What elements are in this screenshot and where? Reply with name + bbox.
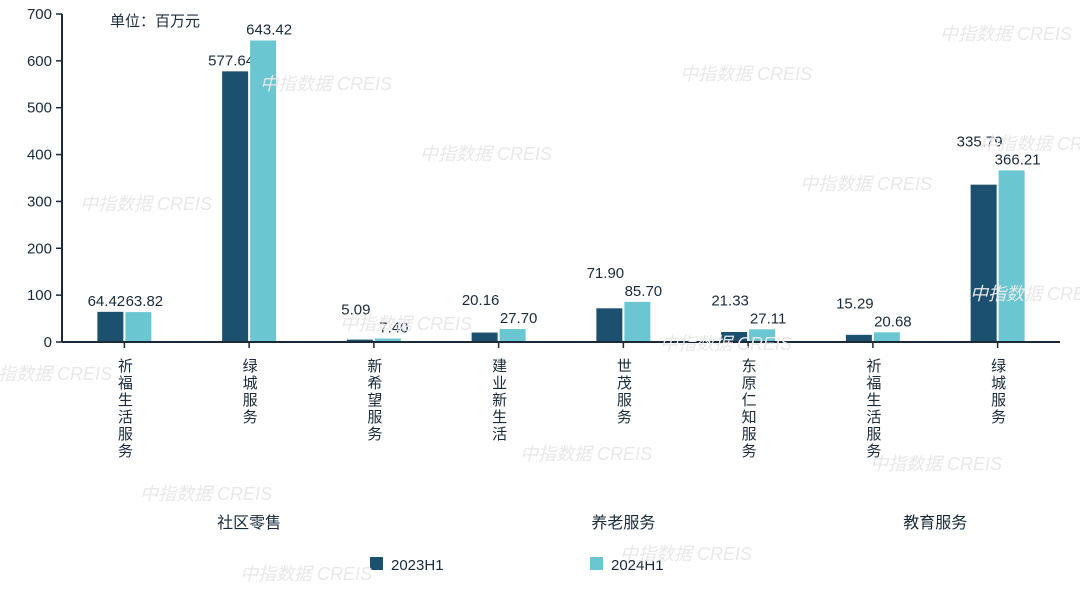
value-label: 21.33 [711,292,749,309]
category-label: 祈福生活服务 [864,358,881,460]
bar [97,312,123,342]
category-label: 祈福生活服务 [116,358,133,460]
group-label: 社区零售 [217,514,281,532]
legend-label: 2024H1 [611,557,664,574]
bar [500,329,526,342]
bar [472,333,498,342]
value-label: 63.82 [126,293,164,310]
bar [125,312,151,342]
bar [749,329,775,342]
bar [874,332,900,342]
bar [624,302,650,342]
bar [721,332,747,342]
y-tick-label: 0 [44,334,52,351]
value-label: 577.64 [208,52,254,69]
value-label: 5.09 [341,302,370,319]
value-label: 643.42 [246,22,292,39]
value-label: 64.42 [88,293,126,310]
bar [222,71,248,342]
category-label: 建业新生活 [490,358,507,443]
value-label: 85.70 [625,283,663,300]
y-tick-label: 300 [27,193,52,210]
value-label: 27.11 [750,310,786,327]
y-tick-label: 400 [27,147,52,164]
value-label: 335.79 [957,133,1003,150]
category-label: 绿城服务 [989,358,1006,426]
group-label: 教育服务 [903,514,967,532]
value-label: 7.40 [379,320,408,337]
value-label: 27.70 [500,310,538,327]
legend-swatch [590,557,603,570]
value-label: 15.29 [836,295,874,312]
bar [846,335,872,342]
group-label: 养老服务 [591,514,655,532]
y-tick-label: 100 [27,287,52,304]
bar-chart: 0 100 200 300 400 500 600 700 64.4263.82 祈福生活服务 57… [0,0,1080,590]
unit-label: 单位：百万元 [110,13,200,30]
legend-label: 2023H1 [391,557,444,574]
bar [596,308,622,342]
chart-container: 中指数据 CREIS中指数据 CREIS中指数据 CREIS中指数据 CREIS… [0,0,1080,590]
value-label: 71.90 [587,265,625,282]
category-label: 新希望服务 [365,358,382,443]
value-label: 366.21 [995,151,1041,168]
y-tick-label: 500 [27,100,52,117]
category-label: 东原仁知服务 [740,358,757,460]
y-tick-label: 700 [27,6,52,23]
bar [971,185,997,342]
bar [250,41,276,342]
value-label: 20.68 [874,313,912,330]
legend-swatch [370,557,383,570]
category-label: 绿城服务 [241,358,258,426]
y-tick-label: 600 [27,53,52,70]
bar [999,170,1025,342]
value-label: 20.16 [462,292,500,309]
y-tick-label: 200 [27,240,52,257]
category-label: 世茂服务 [615,358,632,426]
